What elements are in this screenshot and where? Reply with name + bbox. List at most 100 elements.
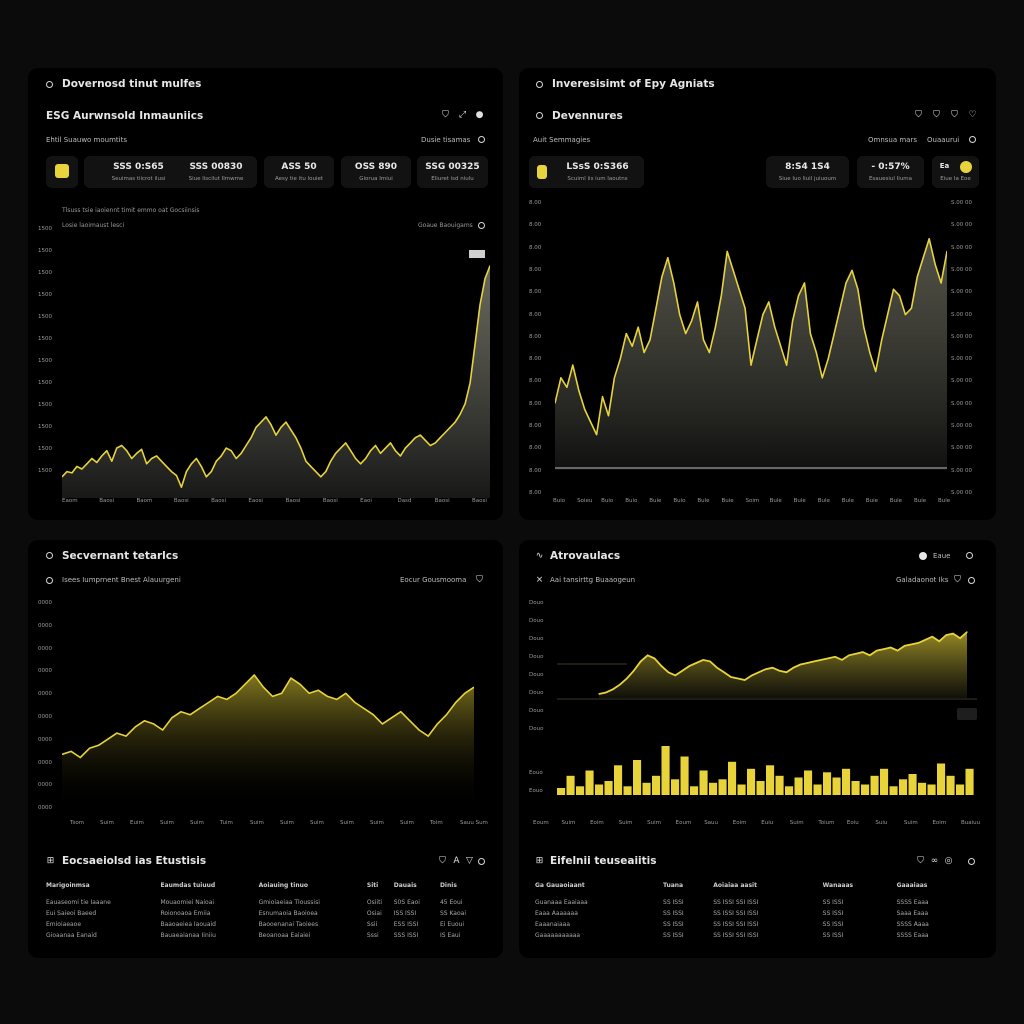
bar <box>832 777 841 795</box>
x-tick: Suim <box>310 820 324 826</box>
kpi-card[interactable]: Ea Eiue Ia Eoe <box>932 156 979 188</box>
table-cell: Eauaseomi tie Iaaane <box>46 899 111 906</box>
chevron-down-icon[interactable]: ▽ <box>466 856 473 866</box>
filter-dropdown-2[interactable]: Ouaaurui <box>927 136 960 144</box>
chart-toggle[interactable]: Goaue Baouigams <box>418 222 473 229</box>
info-icon[interactable]: ● <box>475 110 484 120</box>
table-row[interactable]: Guanaaa Eaaiaaa SS ISSI SS ISSI SSI ISSI SS… <box>535 897 975 908</box>
x-tick: Buaiuu <box>961 820 981 826</box>
bar <box>889 786 898 795</box>
table-row[interactable]: Emioiaeaoe Baaoaeiea Iaouaid Baooenanai Ta… <box>46 919 486 930</box>
table-cell: SS ISSI <box>663 921 684 928</box>
data-point <box>827 358 829 360</box>
kpi-card[interactable]: SSG 00325 Eliuret isd niulu <box>417 156 488 188</box>
more-icon[interactable] <box>478 858 485 865</box>
filter-dropdown[interactable]: Dusie tisamas <box>421 136 471 144</box>
data-point <box>290 677 292 679</box>
link-icon[interactable]: ∞ <box>930 856 939 866</box>
font-icon[interactable]: A <box>453 856 460 866</box>
data-point <box>649 339 651 341</box>
table-cell: SS ISSI SSI ISSI <box>713 932 759 939</box>
bar <box>709 782 718 795</box>
panel-subtitle: Devennures <box>552 110 623 122</box>
column-header[interactable]: Wanaaas <box>822 882 854 889</box>
data-point <box>940 282 942 284</box>
data-point <box>578 389 580 392</box>
view-icon[interactable]: ◎ <box>944 856 953 866</box>
column-header[interactable]: Eaumdas tuiuud <box>160 882 216 889</box>
data-point <box>474 343 476 345</box>
data-point <box>235 457 237 460</box>
data-point <box>469 382 471 384</box>
options-icon[interactable] <box>966 552 973 559</box>
column-header[interactable]: Siti <box>366 882 379 889</box>
kpi-label: Seuimas tiicrot ilusi <box>111 176 166 182</box>
settings-icon[interactable] <box>968 577 975 584</box>
y-tick: 1500 <box>38 402 52 408</box>
filter-dropdown[interactable]: Omnsua mars <box>868 136 917 144</box>
toggle-icon[interactable] <box>478 222 485 229</box>
bar <box>851 781 860 795</box>
shield-icon[interactable]: ⛉ <box>442 110 449 120</box>
kpi-card[interactable]: SSS 0:S65 Seuimas tiicrot ilusi <box>84 156 193 188</box>
data-point <box>896 650 899 652</box>
kpi-icon-card <box>46 156 78 188</box>
column-header[interactable]: Dinis <box>439 882 457 889</box>
kpi-label: Scuiml iis ium Iaoutns <box>567 176 628 182</box>
kpi-card[interactable]: ASS 50 Aesy tie itu louiet <box>264 156 334 188</box>
table-row[interactable]: Gioaanaa Eanaid Bauaeaianaa Iiniiu Beoanoa… <box>46 930 486 941</box>
data-point <box>778 670 781 672</box>
x-tick: Suim <box>789 820 804 826</box>
table-row[interactable]: Eaaanaiaaa SS ISSI SS ISSI SSI ISSI SS ISSI… <box>535 919 975 930</box>
bar <box>813 784 822 795</box>
table-row[interactable]: Eauaseomi tie Iaaane Mouaomiei Naioai Gmio… <box>46 897 486 908</box>
data-point <box>708 351 711 354</box>
kpi-card[interactable]: SSS 00830 Siue liscilut Ilmwme <box>175 156 257 188</box>
filter-dropdown[interactable]: Eocur Gousmooma <box>400 576 467 584</box>
column-header[interactable]: Ga Gauaoiaant <box>535 882 585 889</box>
settings-icon[interactable] <box>478 136 485 143</box>
filter-icon[interactable] <box>46 577 53 584</box>
table-row[interactable]: Eaaa Aaaaaaa SS ISSI SS ISSI SSI ISSI SS IS… <box>535 908 975 919</box>
column-header[interactable]: Gaaaiaas <box>896 882 928 889</box>
shield-icon[interactable]: ⛉ <box>915 110 922 120</box>
column-header[interactable]: Tuana <box>663 882 684 889</box>
bar <box>728 761 737 795</box>
data-point <box>762 314 764 316</box>
more-icon[interactable] <box>968 858 975 865</box>
filter-icon[interactable]: ⛉ <box>933 110 940 120</box>
record-icon[interactable] <box>919 552 927 560</box>
y-tick: 1500 <box>38 468 52 474</box>
table-row[interactable]: Gaaaaaaaaaaa SS ISSI SS ISSI SSI ISSI SS IS… <box>535 930 975 941</box>
data-point <box>330 460 332 462</box>
data-point <box>598 693 600 695</box>
settings-icon[interactable] <box>969 136 976 143</box>
column-header[interactable]: Aoiauing tinuo <box>258 882 309 889</box>
data-point <box>244 683 246 685</box>
shield-icon[interactable]: ⛉ <box>439 856 446 866</box>
series-area <box>599 632 967 699</box>
bookmark-icon[interactable]: ⛉ <box>951 110 958 120</box>
kpi-card[interactable]: 8:S4 1S4 Siue Iuo liuil juiuoum <box>766 156 849 188</box>
kpi-value: SSS 0:S65 <box>113 162 164 172</box>
heart-icon[interactable]: ♡ <box>968 110 977 120</box>
shield-icon[interactable]: ⛉ <box>476 575 483 585</box>
expand-icon[interactable]: ⤢ <box>458 110 467 120</box>
table-cell: Osiai <box>366 910 382 917</box>
shield-icon[interactable]: ⛉ <box>954 575 961 585</box>
filter-dropdown[interactable]: Galadaonot Iks <box>896 576 949 584</box>
y-tick: S.00 00 <box>951 489 972 496</box>
kpi-card[interactable]: OSS 890 Giorua Imiui <box>341 156 411 188</box>
data-point <box>195 457 197 460</box>
table-cell: Mouaomiei Naioai <box>160 899 215 906</box>
column-header[interactable]: Aoiaiaa aasit <box>713 882 757 889</box>
shield-icon[interactable]: ⛉ <box>917 856 924 866</box>
kpi-card[interactable]: - 0:57% Esauesiul Iiuma <box>857 156 924 188</box>
chart-chip[interactable] <box>957 708 977 720</box>
kpi-card[interactable]: LSsS 0:S366 Scuiml iis ium Iaoutns <box>529 156 644 188</box>
column-header[interactable]: Dauais <box>393 882 417 889</box>
table-row[interactable]: Eui Saieoi Baeed Roionoaoa Emiia Esnumaoia… <box>46 908 486 919</box>
mode-label[interactable]: Eaue <box>933 552 951 560</box>
column-header[interactable]: Marigoinmsa <box>46 882 90 889</box>
data-point <box>803 282 806 284</box>
